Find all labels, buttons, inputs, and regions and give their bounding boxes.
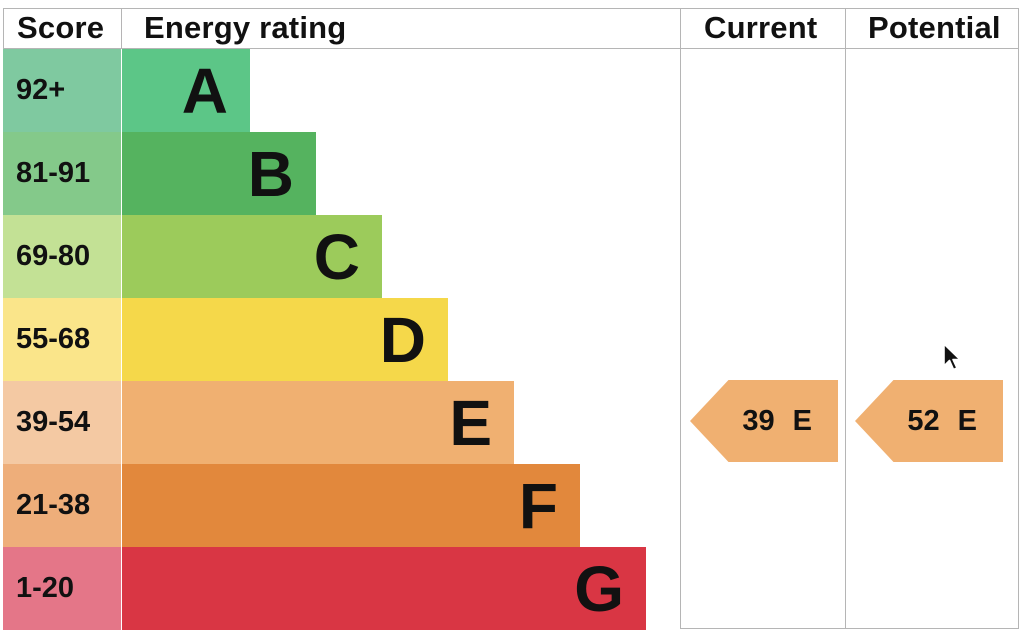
potential-header: Potential (868, 10, 1001, 45)
mouse-pointer-icon (943, 343, 961, 371)
potential-rating-band: E (957, 404, 977, 437)
band-letter-a: A (181, 54, 228, 127)
band-letter-c: C (313, 220, 360, 293)
potential-column-left-divider (845, 8, 846, 629)
frame-bottom (680, 628, 1019, 629)
frame-top (3, 8, 1019, 9)
band-letter-e: E (449, 386, 492, 459)
current-rating-arrow: 39 E (690, 380, 838, 462)
energy-rating-header: Energy rating (144, 10, 347, 45)
band-bar-c: C (122, 215, 382, 298)
potential-rating-value: 52 (907, 404, 940, 437)
frame-right (1018, 8, 1019, 629)
score-header: Score (17, 10, 105, 45)
band-bar-d: D (122, 298, 448, 381)
current-header: Current (704, 10, 818, 45)
score-range-e: 39-54 (3, 381, 121, 464)
score-range-g: 1-20 (3, 547, 121, 630)
band-letter-b: B (247, 137, 294, 210)
band-bar-f: F (122, 464, 580, 547)
band-letter-f: F (518, 469, 558, 542)
frame-left (3, 8, 4, 48)
band-bar-g: G (122, 547, 646, 630)
potential-rating-arrow: 52 E (855, 380, 1003, 462)
header-divider (3, 48, 1019, 49)
band-letter-d: D (379, 303, 426, 376)
score-range-d: 55-68 (3, 298, 121, 381)
current-rating-band: E (792, 404, 812, 437)
score-range-c: 69-80 (3, 215, 121, 298)
band-letter-g: G (574, 552, 624, 625)
score-range-a: 92+ (3, 49, 121, 132)
score-range-b: 81-91 (3, 132, 121, 215)
band-bar-b: B (122, 132, 316, 215)
score-column-divider (121, 8, 122, 48)
current-rating-value: 39 (742, 404, 775, 437)
band-bar-a: A (122, 49, 250, 132)
score-range-f: 21-38 (3, 464, 121, 547)
current-column-left-divider (680, 8, 681, 629)
band-bar-e: E (122, 381, 514, 464)
